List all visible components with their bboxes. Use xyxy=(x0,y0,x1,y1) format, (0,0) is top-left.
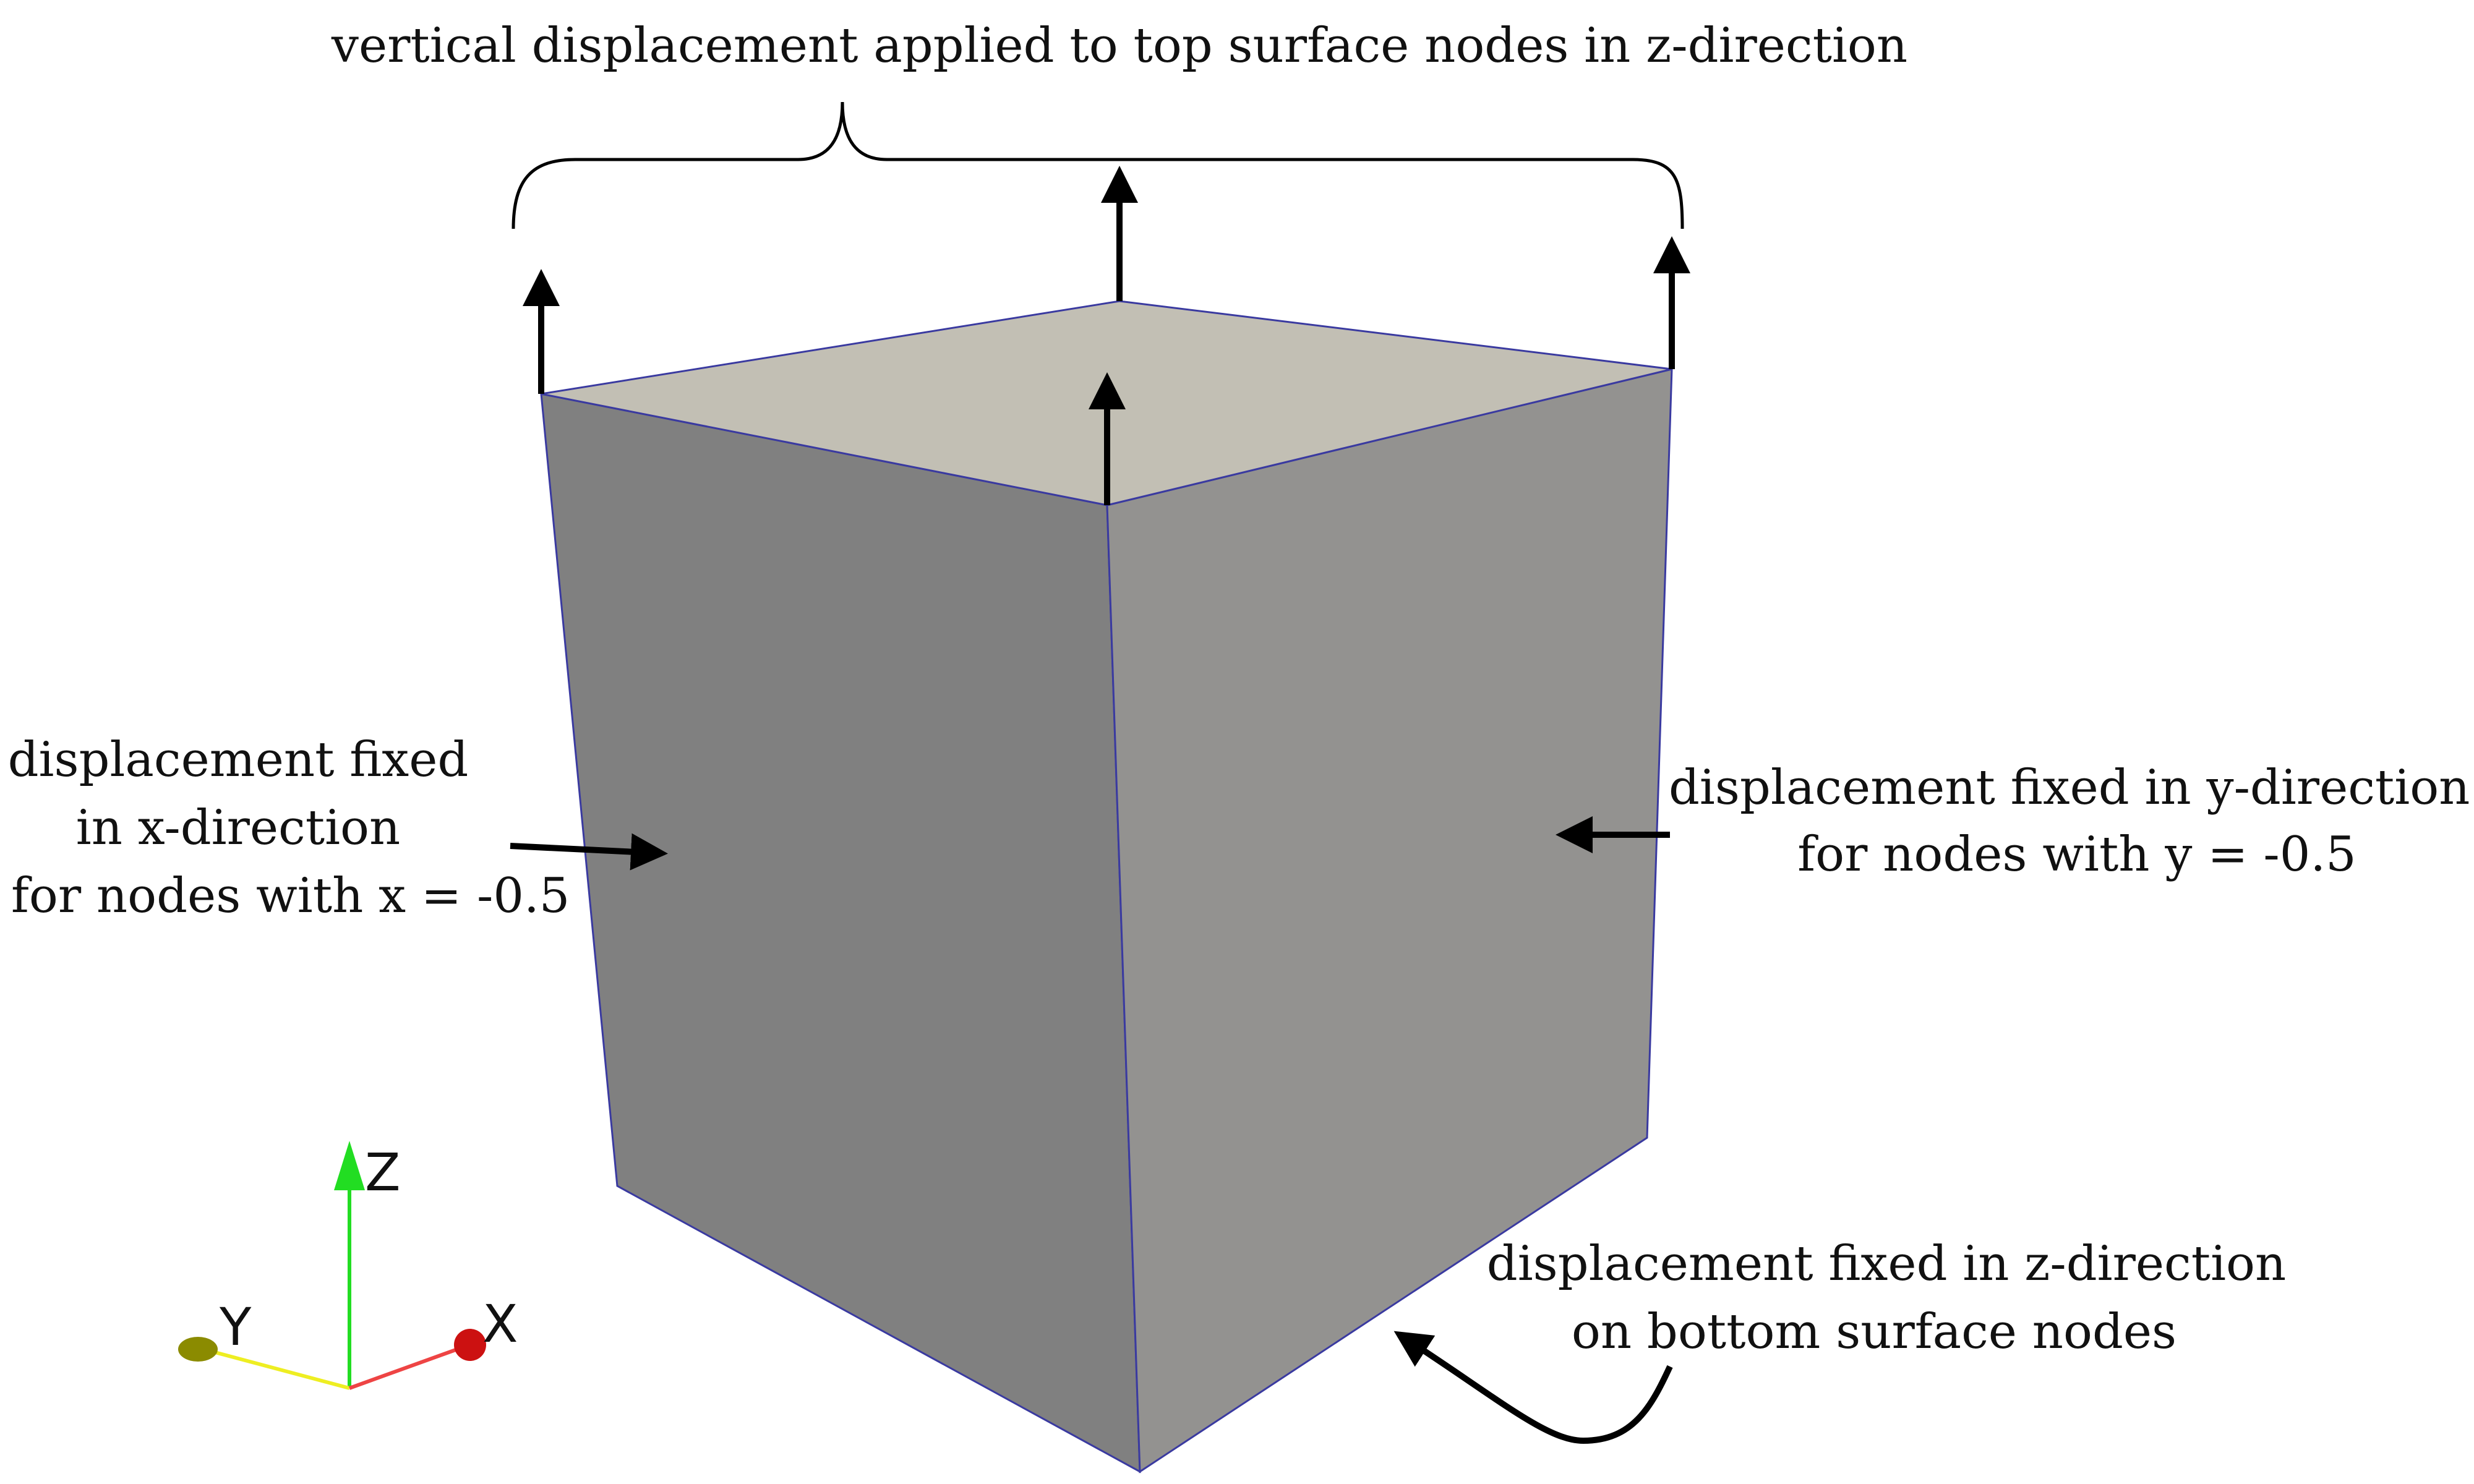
cube-left-face xyxy=(540,393,1141,1473)
top-displacement-arrows xyxy=(523,166,1690,505)
curved-arrow-icon xyxy=(1393,1331,1673,1444)
axes-triad-icon: Z Y X xyxy=(178,1141,518,1390)
x-axis-marker xyxy=(454,1329,486,1361)
x-axis-label: X xyxy=(482,1294,518,1354)
top-label: vertical displacement applied to top sur… xyxy=(331,18,1907,74)
right-label-line-2: for nodes with y = -0.5 xyxy=(1797,827,2356,882)
left-annotation: displacement fixed in x-direction for no… xyxy=(8,732,668,924)
z-axis-label: Z xyxy=(365,1142,401,1203)
z-axis-arrowhead xyxy=(334,1141,365,1190)
left-label-line-1: displacement fixed xyxy=(8,732,469,788)
y-axis-marker xyxy=(178,1337,218,1362)
bottom-label-line-2: on bottom surface nodes xyxy=(1572,1304,2177,1360)
x-axis-line xyxy=(348,1346,462,1390)
curly-brace-icon xyxy=(511,101,1684,229)
right-label-line-1: displacement fixed in y-direction xyxy=(1669,760,2470,816)
y-axis-label: Y xyxy=(219,1297,252,1357)
y-axis-line xyxy=(210,1349,350,1390)
left-label-line-2: in x-direction xyxy=(76,800,400,856)
arrow-right-icon xyxy=(510,833,668,871)
left-label-line-3: for nodes with x = -0.5 xyxy=(11,868,570,924)
bottom-annotation: displacement fixed in z-direction on bot… xyxy=(1393,1236,2286,1444)
bottom-label-line-1: displacement fixed in z-direction xyxy=(1487,1236,2286,1292)
right-annotation: displacement fixed in y-direction for no… xyxy=(1556,760,2470,882)
